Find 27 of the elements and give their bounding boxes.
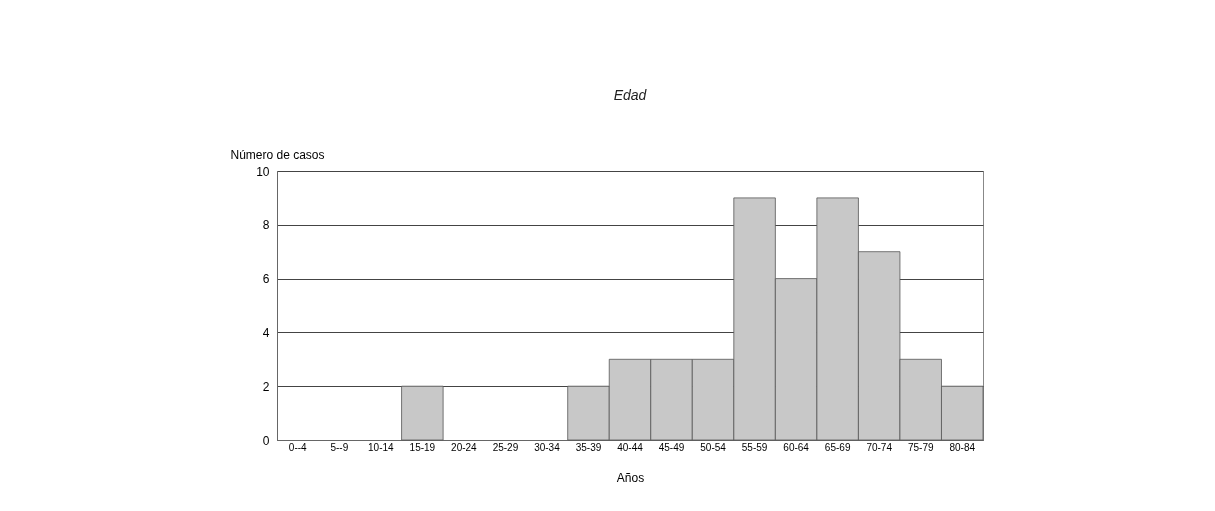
bar (401, 385, 444, 441)
x-tick-label: 30-34 (534, 441, 561, 453)
x-tick-label: 25-29 (492, 441, 519, 453)
x-tick-label: 70-74 (866, 441, 893, 453)
x-axis-title: Años (616, 470, 645, 485)
x-tick-label: 15-19 (409, 441, 436, 453)
y-tick-label: 0 (262, 433, 270, 448)
x-tick-label: 80-84 (949, 441, 976, 453)
chart-title: Edad (613, 87, 648, 103)
x-tick-label: 20-24 (451, 441, 478, 453)
y-tick-label: 6 (262, 272, 270, 287)
y-tick-label: 2 (262, 379, 270, 394)
y-tick-label: 10 (256, 164, 270, 179)
x-tick-label: 5--9 (330, 441, 349, 453)
x-tick-label: 40-44 (617, 441, 644, 453)
x-tick-label: 60-64 (783, 441, 810, 453)
x-tick-label: 0--4 (288, 441, 308, 453)
x-tick-label: 50-54 (700, 441, 727, 453)
y-tick-label: 4 (262, 325, 270, 340)
x-tick-label: 55-59 (741, 441, 768, 453)
y-axis-title: Número de casos (230, 147, 325, 162)
y-tick-label: 8 (262, 218, 270, 233)
x-tick-label: 75-79 (907, 441, 934, 453)
x-tick-label: 65-69 (824, 441, 851, 453)
x-tick-label: 45-49 (658, 441, 685, 453)
x-tick-label: 35-39 (575, 441, 602, 453)
x-tick-label: 10-14 (368, 441, 395, 453)
